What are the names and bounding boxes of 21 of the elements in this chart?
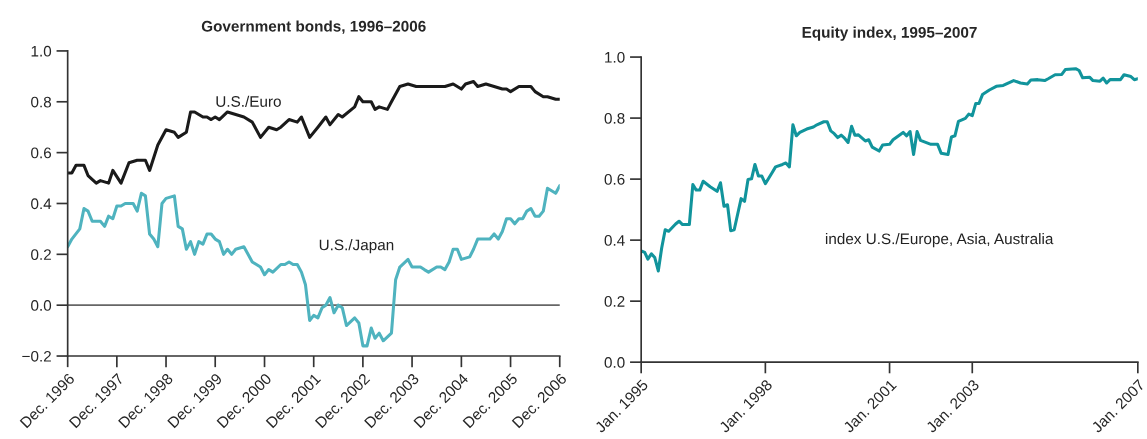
- y-tick-label: 0.6: [31, 147, 52, 159]
- chart-title: Equity index, 1995–2007: [802, 26, 977, 41]
- line-series: [641, 67, 1138, 273]
- y-tick-label: 0.4: [604, 235, 625, 246]
- series-label: U.S./Japan: [319, 239, 394, 254]
- y-tick-label: −0.2: [22, 350, 51, 362]
- y-tick-label: 0.6: [604, 173, 625, 185]
- y-tick-label: 1.0: [605, 51, 625, 63]
- chart-title: Government bonds, 1996–2006: [201, 20, 426, 34]
- y-tick-label: 0.8: [604, 112, 625, 124]
- y-tick-label: 0.8: [31, 96, 52, 108]
- line-series: [67, 79, 560, 185]
- y-tick-label: 0.2: [31, 249, 51, 261]
- series-label: U.S./Euro: [216, 95, 281, 107]
- y-tick-label: 1.0: [31, 45, 52, 57]
- y-tick-label: 0.0: [604, 357, 625, 368]
- y-tick-label: 0.4: [31, 198, 52, 210]
- line-series: [67, 184, 560, 348]
- y-tick-label: 0.2: [604, 296, 625, 307]
- text: index U.S./Europe, Asia, Australia: [825, 233, 1054, 248]
- y-tick-label: 0.0: [31, 300, 52, 311]
